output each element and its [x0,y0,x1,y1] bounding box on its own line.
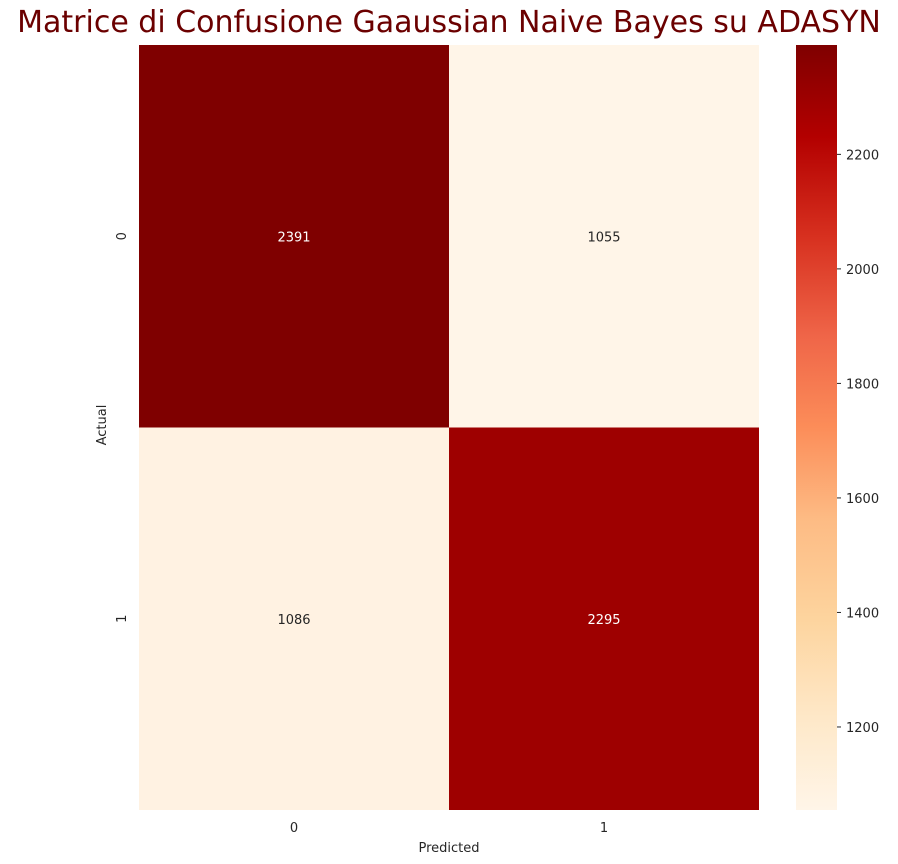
colorbar-tick-label: 2000 [846,263,879,278]
heatmap-cell [139,45,449,428]
colorbar [796,45,837,810]
heatmap-cell-labels: 2391 1055 1086 2295 [277,230,620,628]
y-tick-label: 0 [115,232,130,240]
x-tick-label: 0 [290,821,298,836]
cell-value-label: 1055 [587,230,620,245]
cell-value-label: 2295 [587,613,620,628]
colorbar-tick-label: 1200 [846,721,879,736]
heatmap-cells [139,45,759,810]
heatmap-cell [139,427,449,810]
y-axis-ticks: 01 [115,232,130,623]
x-axis-label: Predicted [418,841,479,856]
y-axis-label: Actual [95,405,110,446]
chart-title: Matrice di Confusione Gaaussian Naive Ba… [17,5,881,40]
colorbar-ticks: 1200 1400 1600 1800 2000 2200 [837,148,879,736]
heatmap-cell [449,427,759,810]
cell-value-label: 1086 [277,613,310,628]
colorbar-tick-label: 1800 [846,377,879,392]
heatmap-cell [449,45,759,428]
cell-value-label: 2391 [277,230,310,245]
colorbar-tick-label: 1600 [846,492,879,507]
colorbar-tick-label: 1400 [846,606,879,621]
colorbar-tick-label: 2200 [846,148,879,163]
x-tick-label: 1 [600,821,608,836]
y-tick-label: 1 [115,615,130,623]
